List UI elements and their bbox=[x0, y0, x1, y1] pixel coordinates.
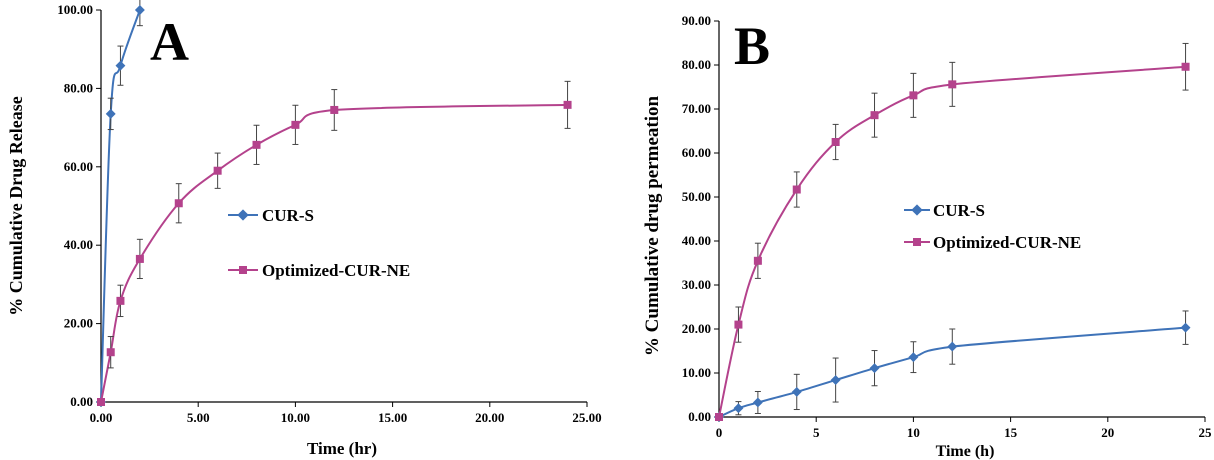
panel-a-y-tick-label: 80.00 bbox=[64, 80, 93, 95]
panel-b-point-cur-ne bbox=[1181, 62, 1190, 71]
panel-b-line-cur-ne bbox=[718, 65, 1186, 418]
panel-a-y-tick-label: 20.00 bbox=[64, 316, 93, 331]
legend-label-cur-ne-b: Optimized-CUR-NE bbox=[933, 233, 1081, 252]
panel-a-line-cur-ne bbox=[100, 103, 568, 403]
panel-b-point-cur-ne bbox=[734, 320, 743, 329]
panel-b-point-cur-s bbox=[733, 403, 744, 414]
panel-a-line-cur-s bbox=[100, 9, 141, 403]
panel-a: A % Cumulative Drug Release Time (hr) 0.… bbox=[6, 0, 602, 458]
panel-b-point-cur-s bbox=[791, 386, 802, 397]
panel-b-point-cur-ne bbox=[715, 413, 723, 421]
panel-b-y-tick-label: 50.00 bbox=[682, 189, 711, 204]
panel-label-a: A bbox=[150, 12, 189, 72]
panel-b-point-cur-s bbox=[908, 352, 919, 363]
legend-marker-cur-ne-a bbox=[239, 266, 247, 274]
panel-label-b: B bbox=[734, 16, 770, 76]
panel-a-y-tick-label: 40.00 bbox=[64, 237, 93, 252]
panel-b-point-cur-ne bbox=[948, 80, 957, 89]
panel-a-x-tick-label: 20.00 bbox=[475, 410, 504, 425]
panel-a-y-tick-label: 100.00 bbox=[57, 2, 93, 17]
panel-a-point-cur-ne bbox=[330, 105, 339, 114]
panel-b-y-tick-label: 30.00 bbox=[682, 277, 711, 292]
panel-b-y-tick-label: 70.00 bbox=[682, 101, 711, 116]
panel-b-point-cur-s bbox=[1180, 322, 1191, 333]
panel-b-xlabel: Time (h) bbox=[936, 443, 995, 460]
panel-b-point-cur-s bbox=[947, 341, 958, 352]
panel-a-point-cur-ne bbox=[174, 199, 183, 208]
panel-b-x-tick-label: 15 bbox=[1004, 425, 1018, 440]
panel-b-point-cur-ne bbox=[870, 111, 879, 120]
panel-a-point-cur-ne bbox=[135, 254, 144, 263]
panel-b-x-tick-label: 10 bbox=[907, 425, 920, 440]
panel-a-x-tick-label: 25.00 bbox=[572, 410, 601, 425]
panel-b-y-tick-label: 60.00 bbox=[682, 145, 711, 160]
panel-a-point-cur-ne bbox=[213, 166, 222, 175]
panel-b-point-cur-ne bbox=[792, 185, 801, 194]
panel-a-point-cur-ne bbox=[563, 100, 572, 109]
panel-a-point-cur-s bbox=[115, 60, 126, 71]
legend-label-cur-s-a: CUR-S bbox=[262, 206, 314, 225]
panel-b-point-cur-s bbox=[752, 397, 763, 408]
panel-a-x-tick-label: 5.00 bbox=[187, 410, 210, 425]
panel-b-x-tick-label: 25 bbox=[1199, 425, 1213, 440]
panel-a-x-tick-label: 0.00 bbox=[90, 410, 113, 425]
panel-b-legend: CUR-S Optimized-CUR-NE bbox=[904, 201, 1081, 252]
panel-a-y-tick-label: 0.00 bbox=[70, 394, 93, 409]
panel-a-point-cur-ne bbox=[252, 140, 261, 149]
panel-a-point-cur-ne bbox=[291, 120, 300, 129]
panel-a-ylabel: % Cumulative Drug Release bbox=[6, 96, 26, 315]
panel-a-x-tick-label: 15.00 bbox=[378, 410, 407, 425]
panel-b: B % Cumulative drug permeation Time (h) … bbox=[642, 13, 1212, 460]
panel-b-ylabel: % Cumulative drug permeation bbox=[642, 95, 663, 356]
panel-a-point-cur-ne bbox=[106, 348, 115, 357]
panel-b-point-cur-ne bbox=[753, 256, 762, 265]
panel-a-y-tick-label: 60.00 bbox=[64, 159, 93, 174]
panel-b-y-tick-label: 40.00 bbox=[682, 233, 711, 248]
panel-b-y-tick-label: 90.00 bbox=[682, 13, 711, 28]
panel-a-xlabel: Time (hr) bbox=[307, 439, 377, 458]
panel-b-point-cur-s bbox=[869, 363, 880, 374]
panel-b-x-tick-label: 0 bbox=[716, 425, 723, 440]
panel-a-point-cur-s bbox=[134, 5, 145, 15]
panel-b-plot: 0 5 10 15 20 25 0.00 10.00 20.00 30.00 40.00 50.00 6… bbox=[682, 13, 1212, 440]
panel-b-point-cur-s bbox=[830, 375, 841, 385]
legend-label-cur-s-b: CUR-S bbox=[933, 201, 985, 220]
panel-b-line-cur-s bbox=[718, 326, 1186, 418]
legend-marker-cur-ne-b bbox=[913, 238, 921, 246]
panel-b-y-tick-label: 0.00 bbox=[688, 409, 711, 424]
panel-a-point-cur-ne bbox=[116, 296, 125, 305]
panel-b-x-tick-label: 20 bbox=[1101, 425, 1114, 440]
legend-marker-cur-s-b bbox=[911, 204, 923, 216]
panel-a-x-tick-label: 10.00 bbox=[281, 410, 310, 425]
panel-a-point-cur-s bbox=[105, 108, 116, 119]
panel-b-y-tick-label: 10.00 bbox=[682, 365, 711, 380]
legend-marker-cur-s-a bbox=[237, 209, 249, 221]
panel-b-point-cur-ne bbox=[831, 138, 840, 146]
panel-a-legend: CUR-S Optimized-CUR-NE bbox=[228, 206, 410, 280]
panel-b-y-tick-label: 20.00 bbox=[682, 321, 711, 336]
legend-label-cur-ne-a: Optimized-CUR-NE bbox=[262, 261, 410, 280]
panel-a-plot: 0.00 5.00 10.00 15.00 20.00 25.00 0.00 20.00 40.… bbox=[57, 0, 602, 425]
panel-b-point-cur-ne bbox=[909, 91, 918, 100]
panel-b-x-tick-label: 5 bbox=[813, 425, 820, 440]
panel-b-y-tick-label: 80.00 bbox=[682, 57, 711, 72]
panel-a-point-cur-ne bbox=[97, 398, 105, 406]
